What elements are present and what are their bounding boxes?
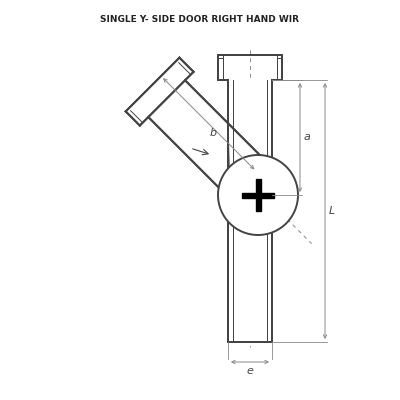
Text: SINGLE Y- SIDE DOOR RIGHT HAND WIR: SINGLE Y- SIDE DOOR RIGHT HAND WIR — [100, 15, 300, 24]
Bar — [260, 192, 274, 198]
Bar — [256, 179, 260, 192]
Bar — [256, 192, 260, 198]
Text: a: a — [304, 132, 311, 142]
Text: L: L — [329, 206, 335, 216]
Bar — [229, 81, 271, 341]
Bar — [260, 192, 274, 198]
Circle shape — [218, 155, 298, 235]
Bar — [256, 192, 260, 198]
Bar — [242, 192, 256, 198]
Polygon shape — [126, 58, 266, 198]
Bar — [256, 198, 260, 211]
Bar — [256, 198, 260, 211]
Text: b: b — [210, 128, 216, 138]
Bar — [242, 192, 256, 198]
Text: e: e — [246, 366, 254, 376]
Bar — [256, 179, 260, 192]
